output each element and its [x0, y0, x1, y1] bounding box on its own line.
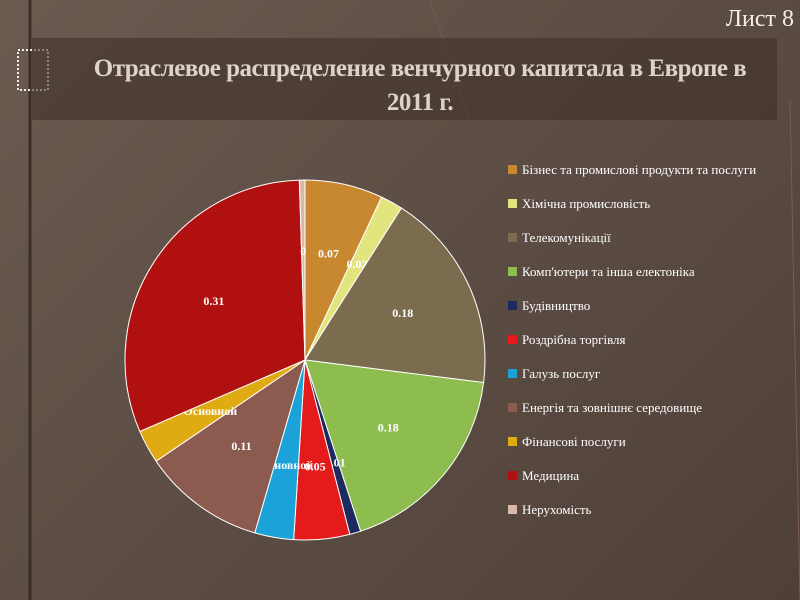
data-label: 0.02: [347, 257, 368, 271]
pie-slice: [298, 179, 306, 361]
data-label: 0.18: [392, 306, 413, 320]
legend-swatch: [508, 369, 517, 378]
legend-label: Бізнес та промислові продукти та послуги: [522, 162, 757, 177]
legend-swatch: [508, 199, 517, 208]
legend-item: Бізнес та промислові продукти та послуги: [508, 160, 758, 194]
data-label: 0.07: [318, 246, 339, 260]
legend-item: Будівництво: [508, 296, 758, 330]
pie-slice: [304, 359, 485, 532]
legend-label: Медицина: [522, 468, 580, 483]
legend-item: Роздрібна торгівля: [508, 330, 758, 364]
data-label: 0.31: [203, 294, 224, 308]
legend-item: Медицина: [508, 466, 758, 500]
legend-item: Хімічна промисловість: [508, 194, 758, 228]
legend-item: Енергія та зовнішнє середовище: [508, 398, 758, 432]
legend-item: Фінансові послуги: [508, 432, 758, 466]
data-label: 0.18: [378, 421, 399, 435]
legend-item: Галузь послуг: [508, 364, 758, 398]
legend-swatch: [508, 403, 517, 412]
chart-title: Отраслевое распределение венчурного капи…: [93, 55, 747, 116]
data-label: 0: [300, 244, 306, 258]
pie-slice: [124, 179, 306, 433]
title-band: [32, 38, 777, 120]
data-label: 0.11: [231, 439, 251, 453]
legend-swatch: [508, 267, 517, 276]
legend-item: Нерухомість: [508, 500, 758, 534]
legend-label: Будівництво: [522, 298, 591, 313]
legend-label: Телекомунікації: [522, 230, 611, 245]
legend: Бізнес та промислові продукти та послуги…: [508, 160, 758, 534]
legend-item: Комп'ютери та інша електоніка: [508, 262, 758, 296]
legend-swatch: [508, 335, 517, 344]
pie-slice: [304, 207, 486, 384]
legend-swatch: [508, 165, 517, 174]
legend-label: Хімічна промисловість: [522, 196, 651, 211]
legend-swatch: [508, 505, 517, 514]
legend-label: Роздрібна торгівля: [522, 332, 626, 347]
page-label: Лист 8: [725, 6, 794, 32]
legend-label: Енергія та зовнішнє середовище: [522, 400, 703, 415]
legend-label: Комп'ютери та інша електоніка: [522, 264, 695, 279]
pie-slice: [155, 358, 306, 534]
legend-swatch: [508, 471, 517, 480]
legend-label: Фінансові послуги: [522, 434, 626, 449]
legend-swatch: [508, 301, 517, 310]
legend-label: Нерухомість: [522, 502, 592, 517]
legend-label: Галузь послуг: [522, 366, 601, 381]
legend-item: Телекомунікації: [508, 228, 758, 262]
data-label: 0.05: [305, 459, 326, 473]
legend-swatch: [508, 437, 517, 446]
legend-swatch: [508, 233, 517, 242]
